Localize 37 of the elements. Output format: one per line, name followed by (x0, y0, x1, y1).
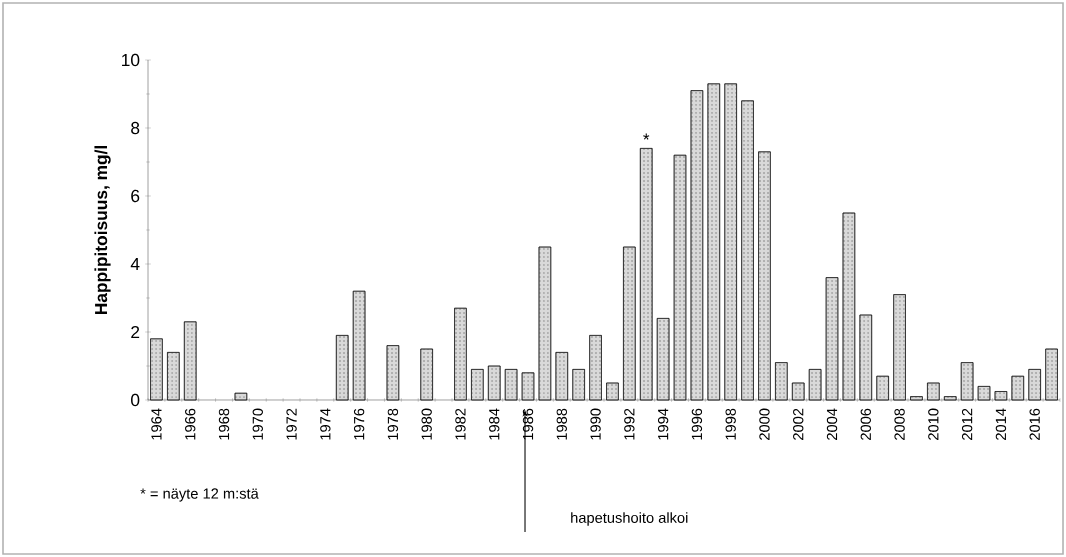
x-tick-label: 2002 (793, 408, 804, 440)
x-tick-label: 2016 (1029, 408, 1040, 440)
x-tick-label: 1982 (455, 408, 466, 440)
x-tick-label: 2014 (995, 408, 1007, 440)
x-tick-label: 1978 (387, 408, 399, 440)
x-tick-label: 2010 (928, 408, 939, 440)
y-tick-label: 2 (131, 325, 140, 339)
x-tick-label: 1976 (353, 408, 365, 440)
x-tick-label: 1974 (320, 408, 331, 440)
x-tick-label: 1992 (624, 408, 635, 440)
x-tick-label: 1972 (286, 408, 297, 440)
x-tick-label: 1988 (556, 408, 567, 440)
x-tick-label: 1986 (522, 408, 534, 440)
x-tick-label: 2000 (759, 408, 770, 440)
y-tick-label: 0 (131, 393, 140, 407)
y-tick-label: 6 (131, 189, 140, 203)
x-tick-label: 1966 (185, 408, 196, 440)
x-tick-label: 1984 (489, 408, 500, 440)
y-tick-label: 10 (122, 53, 140, 67)
x-tick-label: 1980 (421, 408, 432, 440)
data-label: * (643, 133, 650, 140)
y-axis-title: Happipitoisuus, mg/l (94, 145, 111, 315)
text: * = näyte 12 m:stä (140, 488, 259, 502)
x-tick-label: 1968 (218, 408, 230, 440)
x-tick-label: 2008 (894, 408, 905, 440)
x-tick-label: 1990 (590, 408, 601, 440)
x-tick-label: 1964 (151, 408, 162, 440)
x-tick-label: 2004 (826, 408, 838, 440)
x-tick-label: 1994 (657, 408, 669, 440)
y-tick-label: 4 (130, 258, 140, 270)
x-tick-label: 2012 (961, 408, 973, 440)
x-tick-label: 1970 (252, 408, 263, 440)
x-tick-label: 1998 (725, 408, 736, 440)
y-tick-label: 8 (131, 121, 140, 135)
x-tick-label: 2006 (860, 408, 871, 440)
text: hapetushoito alkoi (571, 512, 688, 526)
x-tick-label: 1996 (691, 408, 703, 440)
